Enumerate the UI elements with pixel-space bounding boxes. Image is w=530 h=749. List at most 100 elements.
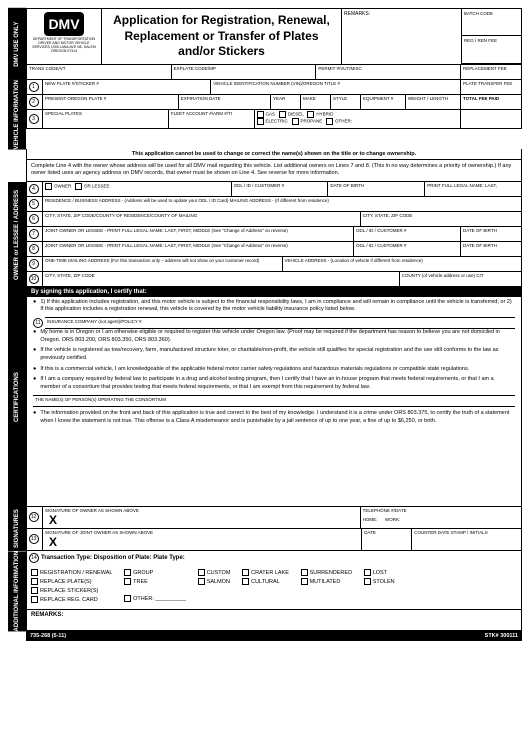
fleet-label[interactable]: FLEET ACCOUNT #/ARM #/TI bbox=[169, 110, 255, 128]
row-number-14: 14 bbox=[29, 553, 39, 563]
mutilated-checkbox[interactable] bbox=[301, 578, 308, 585]
cultural-checkbox[interactable] bbox=[242, 578, 249, 585]
city-10-label[interactable]: CITY, STATE, ZIP CODE bbox=[43, 272, 400, 286]
transaction-options: REGISTRATION / RENEWAL REPLACE PLATE(S) … bbox=[27, 565, 521, 609]
trans-col-5: SURRENDERED MUTILATED bbox=[301, 569, 352, 587]
city-6-label[interactable]: CITY, STATE, ZIP CODE/COUNTY OF RESIDENC… bbox=[43, 212, 361, 226]
instructions-text: Complete Line 4 with the owner whose add… bbox=[26, 160, 522, 181]
counter-stamp-label: COUNTER DATE STAMP / INITIALS bbox=[412, 529, 521, 550]
signature-x-12: X bbox=[45, 513, 358, 527]
style-label[interactable]: STYLE bbox=[331, 95, 361, 109]
salmon-checkbox[interactable] bbox=[198, 578, 205, 585]
owner-sig-cell[interactable]: SIGNATURE OF OWNER AS SHOWN ABOVE X bbox=[43, 507, 361, 528]
electric-checkbox[interactable] bbox=[257, 118, 264, 125]
insurance-label[interactable]: INSURANCE COMPANY (not agent)/POLICY # bbox=[45, 317, 515, 329]
tree-checkbox[interactable] bbox=[124, 578, 131, 585]
row-number-2: 2 bbox=[29, 97, 39, 107]
lost-checkbox[interactable] bbox=[364, 569, 371, 576]
trans-col-1: REGISTRATION / RENEWAL REPLACE PLATE(S) … bbox=[31, 569, 112, 605]
row-number-6: 6 bbox=[29, 214, 39, 224]
row-number-5: 5 bbox=[29, 199, 39, 209]
dmv-logo: DMV bbox=[44, 12, 83, 36]
joint-sig-cell[interactable]: SIGNATURE OF JOINT OWNER AS SHOWN ABOVE … bbox=[43, 529, 362, 550]
fuel-cell: GAS DIESEL HYBRID ELECTRIC PROPANE OTHER… bbox=[255, 110, 462, 128]
additional-section: ADDITIONAL INFORMATION 14Transaction Typ… bbox=[8, 551, 522, 631]
dob-8-label[interactable]: DATE OF BIRTH bbox=[461, 242, 521, 256]
city2-6-label[interactable]: CITY, STATE, ZIP CODE bbox=[361, 212, 521, 226]
date-13-label[interactable]: DATE bbox=[362, 529, 412, 550]
consortium-label[interactable]: THE NAME(s) OF PERSON(s) OPERATING THE C… bbox=[33, 395, 515, 407]
replace-regcard-checkbox[interactable] bbox=[31, 596, 38, 603]
row-number-4: 4 bbox=[29, 184, 39, 194]
trans-col-4: CRATER LAKE CULTURAL bbox=[242, 569, 289, 587]
form-number: 735-268 (5-11) bbox=[30, 633, 66, 639]
form-footer: 735-268 (5-11) STK# 300111 bbox=[26, 631, 522, 641]
sidebar-vehicle: VEHICLE INFORMATION bbox=[8, 80, 26, 150]
owner-section: OWNER or LESSEE / ADDRESS 4 OWNER OR LES… bbox=[8, 182, 522, 287]
equipment-label[interactable]: EQUIPMENT # bbox=[361, 95, 406, 109]
row-number-1: 1 bbox=[29, 82, 39, 92]
joint-7-label[interactable]: JOINT OWNER OR LESSEE - PRINT FULL LEGAL… bbox=[43, 227, 354, 241]
group-checkbox[interactable] bbox=[124, 569, 131, 576]
row-number-11: 11 bbox=[33, 318, 43, 328]
cert-bullet-4: If this is a commercial vehicle, I am kn… bbox=[40, 366, 469, 374]
lessee-checkbox[interactable] bbox=[75, 183, 82, 190]
vehicle-section: VEHICLE INFORMATION 1 NEW PLATE #/STICKE… bbox=[8, 80, 522, 150]
replace-stickers-checkbox[interactable] bbox=[31, 587, 38, 594]
dob-4-label[interactable]: DATE OF BIRTH bbox=[328, 182, 425, 196]
cert-bullet-6: The information provided on the front an… bbox=[40, 410, 515, 425]
present-plate-label[interactable]: PRESENT OREGON PLATE # bbox=[43, 95, 179, 109]
row-number-7: 7 bbox=[29, 229, 39, 239]
trans-col-6: LOST STOLEN bbox=[364, 569, 395, 587]
row-number-13: 13 bbox=[29, 534, 39, 544]
diesel-checkbox[interactable] bbox=[279, 111, 286, 118]
year-label[interactable]: YEAR bbox=[271, 95, 301, 109]
county-10-label[interactable]: COUNTY (of vehicle address or use) CIT bbox=[400, 272, 521, 286]
odl-8-label[interactable]: ODL / ID / CUSTOMER # bbox=[354, 242, 461, 256]
stolen-checkbox[interactable] bbox=[364, 578, 371, 585]
row-number-3: 3 bbox=[29, 114, 39, 124]
odl-4-label[interactable]: ODL / ID / CUSTOMER # bbox=[232, 182, 329, 196]
replacement-fee-label: REPLACEMENT FEE bbox=[461, 65, 521, 79]
odl-7-label[interactable]: ODL / ID / CUSTOMER # bbox=[354, 227, 461, 241]
total-fee-label: TOTAL FEE PAID bbox=[461, 95, 521, 109]
logo-box: DMV DEPARTMENT OF TRANSPORTATION DRIVER … bbox=[27, 9, 102, 64]
cert-bullet-1: 1) If this application includes registra… bbox=[40, 299, 515, 314]
certifications-section: CERTIFICATIONS By signing this applicati… bbox=[8, 287, 522, 507]
residence-label[interactable]: RESIDENCE / BUSINESS ADDRESS - (Address … bbox=[43, 197, 521, 211]
reg-renewal-checkbox[interactable] bbox=[31, 569, 38, 576]
gas-checkbox[interactable] bbox=[257, 111, 264, 118]
owner-checkbox[interactable] bbox=[45, 183, 52, 190]
trans-code-label: TRANS CODE/VT bbox=[27, 65, 172, 79]
surrendered-checkbox[interactable] bbox=[301, 569, 308, 576]
vin-label[interactable]: VEHICLE IDENTIFICATION NUMBER (VIN)/OREG… bbox=[211, 80, 461, 94]
crater-lake-checkbox[interactable] bbox=[242, 569, 249, 576]
weight-label[interactable]: WEIGHT / LENGTH bbox=[406, 95, 461, 109]
other-fuel-checkbox[interactable] bbox=[326, 118, 333, 125]
joint-8-label[interactable]: JOINT OWNER OR LESSEE - PRINT FULL LEGAL… bbox=[43, 242, 354, 256]
replace-plates-checkbox[interactable] bbox=[31, 578, 38, 585]
sidebar-cert: CERTIFICATIONS bbox=[8, 287, 26, 507]
form-title: Application for Registration, Renewal, R… bbox=[102, 9, 341, 64]
name-4-label[interactable]: PRINT FULL LEGAL NAME: LAST, bbox=[425, 182, 521, 196]
telephone-cell[interactable]: TELEPHONE #/DATE HOME: WORK: bbox=[361, 507, 521, 528]
sidebar-sig: SIGNATURES bbox=[8, 507, 26, 551]
make-label[interactable]: MAKE bbox=[301, 95, 331, 109]
batch-code-label: BATCH CODE bbox=[461, 9, 521, 36]
owner-lessee-cell[interactable]: OWNER OR LESSEE bbox=[43, 182, 232, 196]
propane-checkbox[interactable] bbox=[292, 118, 299, 125]
special-plates-label[interactable]: SPECIAL PLATES bbox=[43, 110, 169, 128]
hybrid-checkbox[interactable] bbox=[307, 111, 314, 118]
custom-checkbox[interactable] bbox=[198, 569, 205, 576]
form-page: DMV USE ONLY DMV DEPARTMENT OF TRANSPORT… bbox=[0, 0, 530, 649]
row-number-12: 12 bbox=[29, 512, 39, 522]
vehicle-addr-label[interactable]: VEHICLE ADDRESS - (Location of vehicle i… bbox=[283, 257, 522, 271]
logo-subtitle: DEPARTMENT OF TRANSPORTATION DRIVER AND … bbox=[30, 38, 98, 53]
onetime-label[interactable]: ONE-TIME MAILING ADDRESS (For this trans… bbox=[43, 257, 283, 271]
expiration-label[interactable]: EXPIRATION DATE bbox=[179, 95, 271, 109]
fee-column: BATCH CODE REG / REN FEE bbox=[461, 9, 521, 64]
dob-7-label[interactable]: DATE OF BIRTH bbox=[461, 227, 521, 241]
other-plate-checkbox[interactable] bbox=[124, 595, 131, 602]
new-plate-label[interactable]: NEW PLATE #/STICKER # bbox=[43, 80, 211, 94]
remarks-bottom-label[interactable]: REMARKS: bbox=[27, 609, 521, 625]
